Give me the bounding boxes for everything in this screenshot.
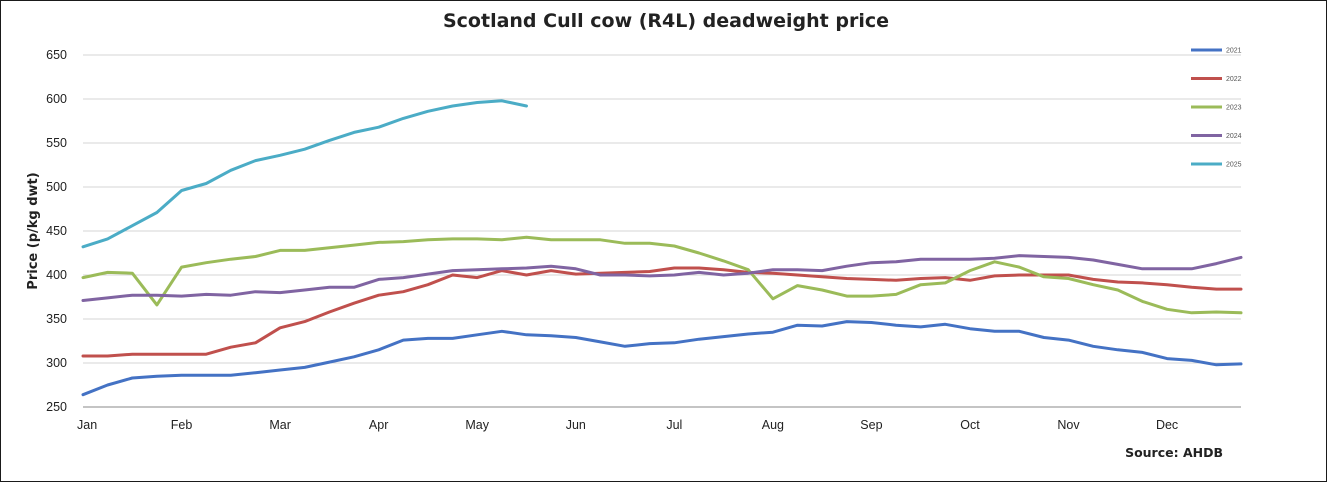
x-tick-label: Jun [566,418,586,432]
x-tick-label: May [465,418,489,432]
y-tick-labels: 250 300 350 400 450 500 550 600 650 [46,48,67,414]
y-tick-label: 550 [46,136,67,150]
y-tick-label: 250 [46,400,67,414]
legend-label: 2025 [1226,162,1242,169]
x-tick-label: Dec [1156,418,1178,432]
x-tick-label: Mar [269,418,291,432]
series-line-2025 [81,99,528,249]
y-tick-label: 500 [46,180,67,194]
y-tick-label: 400 [46,268,67,282]
series-line-2024 [81,254,1243,302]
x-tick-label: Apr [369,418,388,432]
legend-label: 2022 [1226,76,1242,83]
source-note: Source: AHDB [1125,445,1223,460]
y-axis-label: Price (p/kg dwt) [26,172,41,289]
x-tick-label: Aug [762,418,784,432]
legend-label: 2024 [1226,133,1242,140]
y-tick-label: 450 [46,224,67,238]
y-tick-label: 600 [46,92,67,106]
y-tick-label: 300 [46,356,67,370]
y-tick-label: 650 [46,48,67,62]
series-line-2021 [81,320,1243,397]
series-line-2022 [81,266,1243,358]
gridlines [83,54,1241,408]
x-tick-label: Sep [860,418,882,432]
x-tick-label: Nov [1057,418,1080,432]
x-tick-label: Jan [77,418,97,432]
legend: 2021 2022 2023 2024 2025 [1191,48,1242,169]
x-tick-label: Jul [666,418,682,432]
chart-title: Scotland Cull cow (R4L) deadweight price [443,10,889,32]
y-tick-label: 350 [46,312,67,326]
series-lines [81,99,1243,397]
x-tick-label: Oct [960,418,980,432]
x-tick-label: Feb [171,418,193,432]
legend-label: 2021 [1226,48,1242,55]
series-line-2023 [81,235,1243,315]
legend-label: 2023 [1226,105,1242,112]
x-tick-labels: Jan Feb Mar Apr May Jun Jul Aug Sep Oct Nov Dec [77,418,1178,432]
